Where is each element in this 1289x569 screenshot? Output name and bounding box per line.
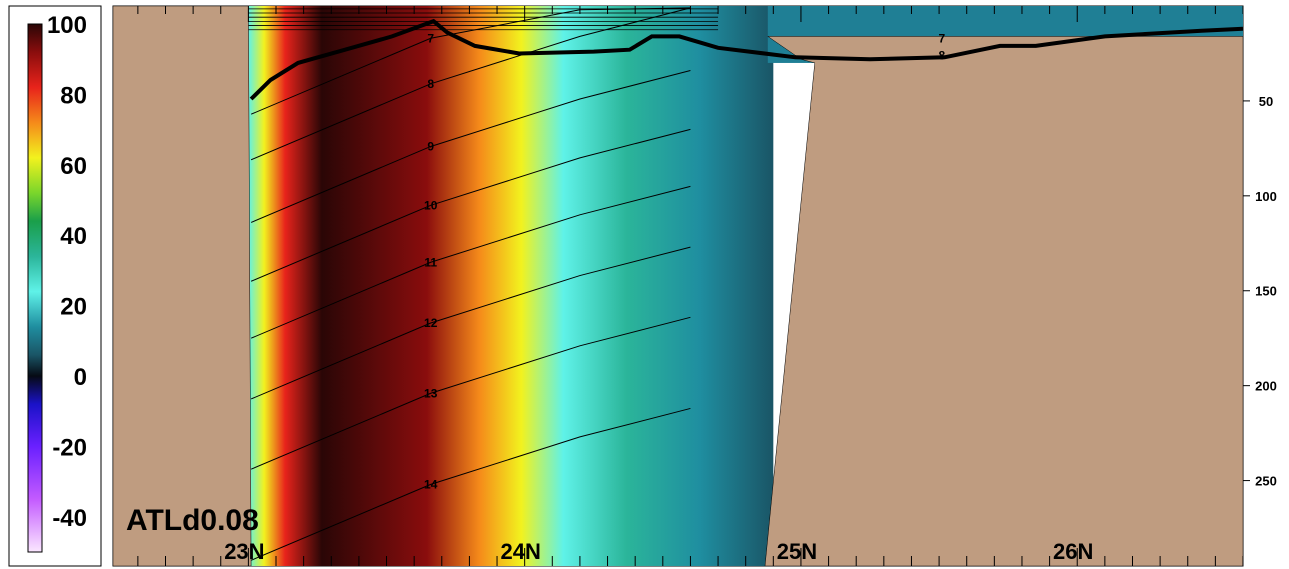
isotherm-line (250, 316, 691, 470)
colorbar-scale (27, 23, 43, 553)
colorbar-tick-label: 40 (60, 223, 87, 250)
x-tick-label: 23N (224, 539, 264, 564)
land-mask-right (764, 36, 1243, 566)
mixed-layer-depth-line (249, 18, 1243, 101)
colorbar-tick-label: 20 (60, 294, 87, 321)
chart-title: ATLd0.08 (126, 504, 259, 537)
y-tick-label: 100 (1255, 189, 1277, 204)
contour-label: 10 (424, 198, 438, 212)
x-tick-label: 25N (777, 539, 817, 564)
colorbar-tick-label: 60 (60, 153, 87, 180)
colorbar-tick-label: 0 (74, 364, 87, 391)
x-tick-label: 26N (1053, 539, 1093, 564)
colorbar-tick-label: -40 (52, 505, 87, 532)
section-plot: 7 8 9 10 11 12 13 14 7 8 23N 24N 25N 26N 50 100 150 200… (112, 5, 1277, 567)
y-tick-label: 50 (1259, 94, 1273, 109)
y-tick-label: 250 (1255, 474, 1277, 489)
contour-label: 8 (427, 77, 434, 91)
land-mask-left (113, 6, 252, 566)
contour-label: 8 (939, 48, 946, 62)
contour-label: 13 (424, 386, 438, 400)
contour-label: 9 (427, 139, 434, 153)
colorbar: 100 80 60 40 20 0 -20 -40 (8, 5, 102, 567)
isotherm-line (250, 246, 691, 400)
contour-label: 11 (424, 255, 437, 269)
isotherm-line (250, 70, 691, 223)
x-tick-label: 24N (500, 539, 540, 564)
contour-label: 14 (424, 477, 438, 491)
isotherm-line (250, 407, 691, 561)
isotherm-line (250, 185, 691, 339)
colorbar-tick-label: 100 (47, 12, 87, 39)
y-tick-label: 150 (1255, 284, 1277, 299)
contour-label: 7 (427, 31, 434, 45)
isotherm-line (250, 128, 691, 282)
colorbar-tick-label: -20 (52, 434, 87, 461)
contour-label: 7 (939, 31, 946, 45)
colorbar-tick-label: 80 (60, 82, 87, 109)
isotherm-line (250, 7, 691, 161)
y-tick-label: 200 (1255, 379, 1277, 394)
colorbar-frame (8, 5, 102, 567)
contour-label: 12 (424, 316, 438, 330)
velocity-field (248, 6, 774, 566)
